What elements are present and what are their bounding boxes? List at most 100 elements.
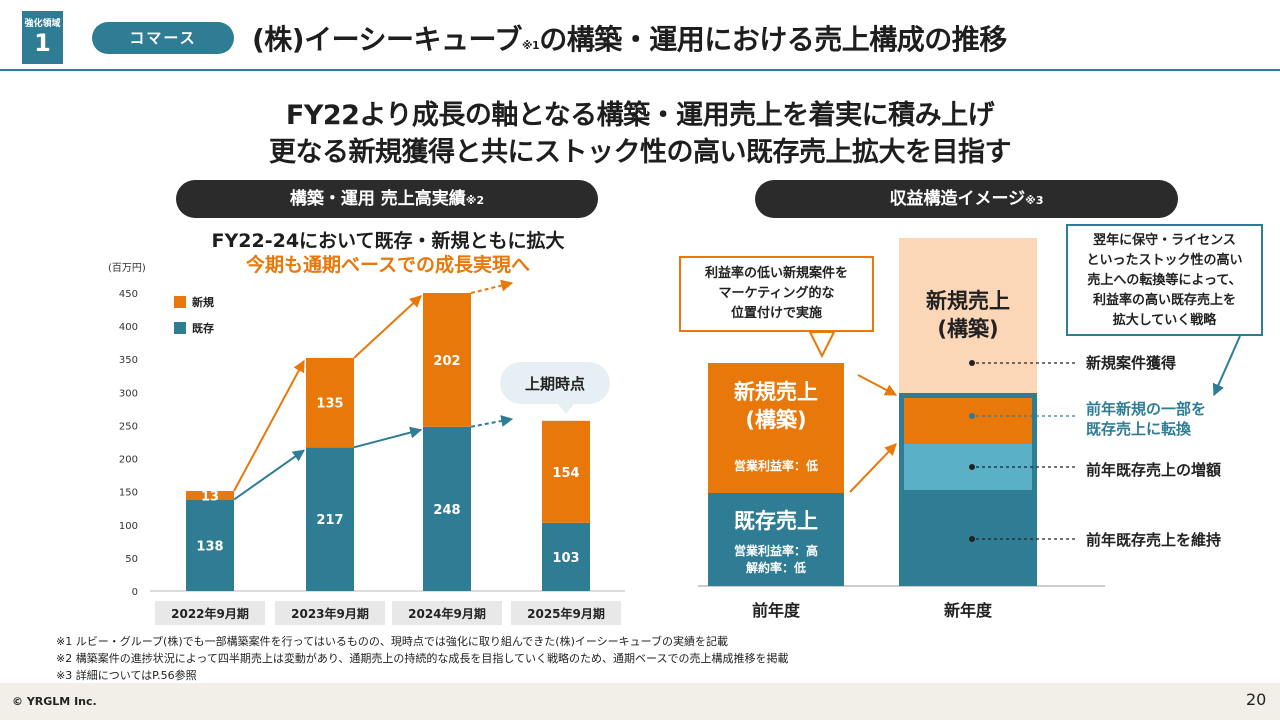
category-label-bg — [275, 601, 385, 625]
bubble-text: 上期時点 — [525, 375, 585, 393]
callout-right-line: 拡大していく戦略 — [1112, 313, 1217, 328]
y-tick-label: 0 — [132, 587, 138, 598]
axis-prev-year: 前年度 — [751, 601, 800, 620]
data-label-new: 154 — [552, 466, 579, 481]
projection-arrow-new — [470, 279, 514, 294]
category-label-bg — [511, 601, 621, 625]
prev-exist-block — [708, 493, 844, 586]
callout-right-line: 翌年に保守・ライセンス — [1093, 233, 1236, 248]
section-badge: 強化領域 1 — [22, 11, 63, 64]
callout-left-line: 位置付けで実施 — [730, 306, 822, 321]
y-tick-label: 300 — [119, 388, 138, 399]
increase-block — [904, 444, 1032, 490]
y-tick-label: 450 — [119, 289, 138, 300]
data-label-new: 13 — [201, 489, 219, 504]
growth-arrow-existing — [353, 426, 423, 449]
y-tick-label: 200 — [119, 455, 138, 466]
y-tick-label: 250 — [119, 421, 138, 432]
callout-right-line: 売上への転換等によって、 — [1087, 273, 1242, 288]
bar-existing — [306, 447, 354, 591]
category-label-bg — [392, 601, 502, 625]
prev-new-margin: 営業利益率：低 — [733, 459, 818, 473]
chart-subtitle-accent: 今期も通期ベースでの成長実現へ — [245, 254, 531, 276]
page-title-main: (株)イーシーキューブ — [252, 23, 522, 56]
left-section-pill: 構築・運用 売上高実績※2 — [176, 180, 598, 218]
bar-existing — [423, 426, 471, 591]
prev-exist-title: 既存売上 — [734, 509, 818, 533]
legend-label: 既存 — [192, 321, 214, 335]
left-section-note: ※2 — [465, 194, 485, 207]
left-section-title: 構築・運用 売上高実績 — [289, 189, 466, 209]
data-label-existing: 103 — [552, 551, 579, 566]
label-increase: 前年既存売上の増額 — [1086, 461, 1222, 479]
callout-right-line: 利益率の高い既存売上を — [1092, 293, 1236, 308]
bar-existing — [186, 499, 234, 591]
callout-left: 利益率の低い新規案件を マーケティング的な 位置付けで実施 — [679, 256, 874, 332]
prev-new-block — [708, 363, 844, 493]
category-pill: コマース — [92, 22, 234, 54]
arrow-convert — [857, 374, 898, 396]
next-new-block — [899, 238, 1037, 393]
right-section-title: 収益構造イメージ — [889, 189, 1026, 209]
badge-number: 1 — [34, 29, 51, 57]
copyright: © YRGLM Inc. — [12, 695, 97, 708]
footnote-1: ※1 ルビー・グループ(株)でも一部構築案件を行ってはいるものの、現時点では強化… — [56, 635, 729, 648]
data-label-existing: 138 — [196, 539, 223, 554]
page-title-rest: の構築・運用における売上構成の推移 — [539, 23, 1007, 56]
badge-label: 強化領域 — [24, 19, 61, 29]
right-section-pill: 収益構造イメージ※3 — [755, 180, 1178, 218]
growth-arrow-existing — [233, 449, 305, 501]
data-label-existing: 217 — [316, 513, 343, 528]
headline-line2: 更なる新規獲得と共にストック性の高い既存売上拡大を目指す — [269, 137, 1012, 168]
footnote-3: ※3 詳細についてはP.56参照 — [56, 669, 197, 682]
bar-new — [186, 491, 234, 500]
revenue-structure-diagram — [698, 238, 1241, 587]
title-divider — [0, 69, 1280, 71]
axis-next-year: 新年度 — [943, 601, 992, 620]
footnote-2: ※2 構築案件の進捗状況によって四半期売上は変動があり、通期売上の持続的な成長を… — [56, 652, 789, 665]
callout-pointer — [808, 331, 836, 359]
data-label-existing: 248 — [433, 503, 460, 518]
first-half-bubble: 上期時点 — [500, 362, 610, 414]
category-label: 2022年9月期 — [171, 606, 249, 621]
y-axis-label: (百万円) — [108, 262, 146, 274]
page-title: (株)イーシーキューブ※1の構築・運用における売上構成の推移 — [252, 18, 1007, 58]
legend-swatch — [174, 296, 186, 308]
bar-new — [423, 293, 471, 427]
legend-swatch — [174, 322, 186, 334]
footer-bar — [0, 683, 1280, 720]
label-new-acq: 新規案件獲得 — [1086, 354, 1177, 372]
chart-subtitle: FY22-24において既存・新規ともに拡大 — [211, 230, 565, 252]
y-tick-label: 100 — [119, 521, 138, 532]
projection-arrow-existing — [470, 415, 514, 428]
category-label: 2024年9月期 — [408, 606, 486, 621]
label-maintain: 前年既存売上を維持 — [1086, 531, 1222, 549]
data-label-new: 202 — [433, 354, 460, 369]
callout-left-line: 利益率の低い新規案件を — [704, 266, 848, 281]
callout-arrow — [1212, 335, 1241, 397]
bar-new — [542, 420, 590, 523]
category-label-bg — [155, 601, 265, 625]
data-label-new: 135 — [316, 397, 343, 412]
headline-line1: FY22より成長の軸となる構築・運用売上を着実に積み上げ — [285, 100, 995, 131]
page-title-note: ※1 — [521, 39, 540, 52]
callout-right-line: といったストック性の高い — [1086, 253, 1243, 268]
growth-arrow-new — [353, 295, 422, 359]
category-label: 2023年9月期 — [291, 606, 369, 621]
bar-new — [306, 357, 354, 448]
bar-chart: (百万円) 0 50 100 150 200 250 300 350 400 450 138 13 2… — [108, 262, 625, 625]
y-tick-label: 50 — [125, 554, 138, 565]
bar-existing — [542, 522, 590, 591]
category-label: 2025年9月期 — [527, 606, 605, 621]
right-section-note: ※3 — [1025, 194, 1044, 207]
y-tick-label: 150 — [119, 488, 138, 499]
y-tick-label: 350 — [119, 355, 138, 366]
label-convert: 前年新規の一部を 既存売上に転換 — [1086, 400, 1207, 438]
callout-right: 翌年に保守・ライセンス といったストック性の高い 売上への転換等によって、 利益… — [1066, 224, 1263, 336]
y-tick-label: 400 — [119, 322, 138, 333]
converted-block — [904, 398, 1032, 444]
page-number: 20 — [1246, 690, 1267, 709]
legend-label: 新規 — [192, 295, 214, 309]
arrow-increase — [849, 443, 897, 493]
